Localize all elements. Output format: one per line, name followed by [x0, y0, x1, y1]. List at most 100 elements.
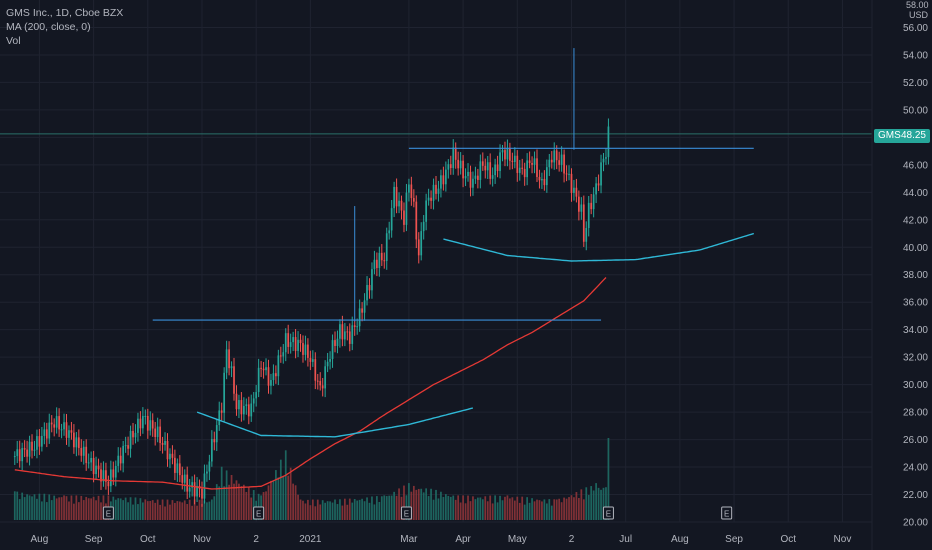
volume-bar [240, 486, 243, 520]
volume-bar [563, 497, 565, 520]
ma-indicator-label[interactable]: MA (200, close, 0) [6, 21, 91, 33]
volume-bar [117, 498, 120, 520]
volume-bar [58, 497, 60, 520]
candle-body [334, 340, 336, 346]
candle-body [479, 161, 482, 180]
candle-body [565, 173, 568, 175]
earnings-marker[interactable] [602, 506, 614, 520]
candle-body [80, 447, 83, 456]
candle-body [95, 465, 97, 475]
volume-bar [339, 499, 341, 520]
volume-bar [304, 503, 307, 520]
volume-bar [432, 499, 435, 520]
volume-bar [114, 499, 117, 520]
candle-body [203, 473, 206, 499]
time-axis-tick-label: Oct [780, 534, 796, 545]
volume-bar [127, 502, 129, 520]
earnings-marker[interactable] [253, 506, 265, 520]
candle-body [366, 285, 368, 301]
earnings-marker[interactable] [102, 506, 114, 520]
candle-body [380, 252, 383, 261]
candle-body [575, 187, 578, 197]
volume-bar [75, 495, 78, 520]
candle-body [592, 194, 595, 210]
candle-body [208, 461, 211, 472]
candle-body [149, 420, 152, 431]
volume-bar [605, 487, 607, 520]
volume-bar [504, 496, 506, 520]
volume-bar [134, 497, 137, 520]
candle-body [356, 326, 359, 328]
candle-body [395, 186, 398, 207]
volume-bar [550, 505, 553, 520]
volume-bar [435, 489, 437, 520]
volume-bar [329, 501, 331, 520]
volume-bar [132, 504, 134, 520]
earnings-marker[interactable] [400, 506, 412, 520]
candle-body [560, 154, 563, 165]
volume-bar [206, 502, 208, 520]
candle-body [329, 359, 331, 362]
volume-bar [440, 491, 442, 520]
candle-body [174, 457, 176, 473]
volume-bar [50, 500, 53, 520]
time-axis-tick-label: 2 [253, 534, 259, 545]
volume-bar [272, 480, 275, 520]
candle-body [201, 488, 203, 499]
moving-average-line [14, 277, 607, 490]
earnings-marker-label: E [606, 510, 611, 519]
candle-body [225, 349, 228, 373]
candle-body [169, 453, 171, 460]
volume-bar [43, 493, 46, 520]
candle-body [472, 178, 474, 188]
price-axis-tick-label: 28.00 [903, 408, 928, 419]
symbol-title[interactable]: GMS Inc., 1D, Cboe BZX [6, 7, 124, 19]
volume-bar [321, 500, 324, 520]
candle-body [235, 393, 238, 410]
price-axis-top: 58.00 USD [906, 0, 929, 20]
price-axis-tick-label: 36.00 [903, 298, 928, 309]
volume-bar [417, 488, 420, 520]
time-axis-tick-label: Sep [85, 534, 103, 545]
volume-bar [531, 498, 533, 520]
candle-body [191, 482, 193, 488]
volume-bar [398, 488, 400, 520]
volume-bar [156, 499, 159, 520]
volume-bar [597, 487, 600, 520]
volume-bar [275, 470, 277, 520]
volume-bar [341, 505, 344, 520]
volume-bar [469, 501, 472, 520]
volume-bar [555, 499, 558, 520]
candle-body [371, 269, 373, 291]
candle-body [481, 161, 484, 166]
cup-curve-drawing[interactable] [196, 407, 474, 438]
candle-body [193, 482, 196, 497]
candle-body [477, 175, 479, 180]
price-axis-tick-label: 46.00 [903, 160, 928, 171]
candle-body [454, 147, 457, 160]
volume-bar [420, 488, 423, 520]
candle-body [146, 415, 149, 431]
earnings-marker[interactable] [721, 506, 733, 520]
candle-body [341, 324, 344, 340]
candle-body [597, 183, 600, 186]
volume-bar [444, 494, 447, 520]
candle-body [119, 455, 122, 464]
volume-indicator-label[interactable]: Vol [6, 35, 21, 47]
candle-body [509, 147, 511, 161]
volume-bar [412, 485, 415, 520]
cup-curve-drawing[interactable] [443, 232, 755, 262]
volume-bar [238, 483, 240, 520]
volume-bar [464, 503, 467, 520]
volume-bar [479, 497, 482, 520]
candle-body [511, 160, 514, 162]
candle-body [388, 230, 391, 234]
candle-body [159, 426, 161, 443]
volume-bar [311, 499, 314, 520]
volume-bar [371, 496, 373, 520]
volume-bar [523, 504, 526, 520]
price-axis-tick-label: 42.00 [903, 215, 928, 226]
candle-body [304, 344, 307, 355]
volume-bar [526, 497, 529, 520]
